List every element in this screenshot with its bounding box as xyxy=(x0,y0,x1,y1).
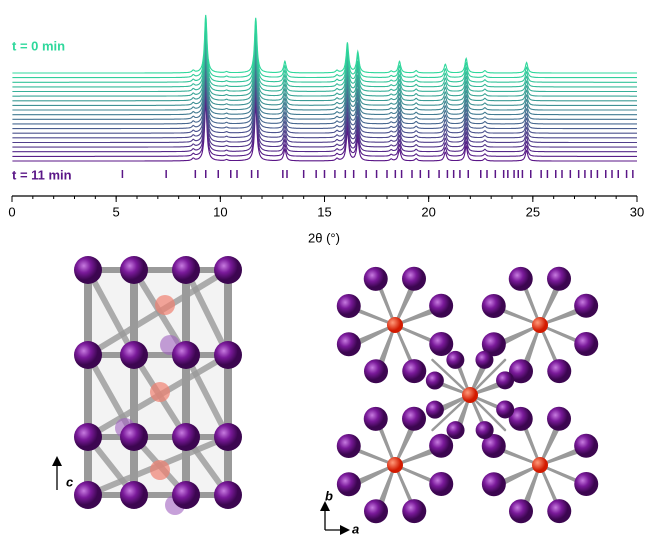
axis-c-label: c xyxy=(66,474,74,489)
atom xyxy=(402,267,426,291)
atom xyxy=(364,499,388,523)
atom xyxy=(150,382,170,402)
atom xyxy=(429,294,453,318)
trace xyxy=(12,24,637,82)
atom xyxy=(172,423,200,451)
atom xyxy=(74,341,102,369)
atom xyxy=(482,472,506,496)
atom xyxy=(574,294,598,318)
atom xyxy=(547,499,571,523)
trace xyxy=(12,38,637,96)
trace xyxy=(12,89,637,147)
atom xyxy=(475,351,493,369)
atom xyxy=(496,400,514,418)
atom xyxy=(532,457,548,473)
atom xyxy=(547,359,571,383)
atom xyxy=(337,434,361,458)
atom xyxy=(532,317,548,333)
atom xyxy=(402,499,426,523)
arrow-head xyxy=(340,525,350,535)
atom xyxy=(574,332,598,356)
axis-b-label: b xyxy=(325,488,333,503)
trace xyxy=(12,29,637,87)
trace xyxy=(12,71,637,129)
atom xyxy=(547,407,571,431)
x-tick-label: 10 xyxy=(213,204,227,219)
x-tick-label: 15 xyxy=(317,204,331,219)
atom xyxy=(496,371,514,389)
atom xyxy=(574,434,598,458)
atom xyxy=(364,359,388,383)
atom xyxy=(172,256,200,284)
atom xyxy=(402,359,426,383)
trace xyxy=(12,20,637,78)
x-tick-label: 25 xyxy=(526,204,540,219)
trace xyxy=(12,84,637,142)
atom xyxy=(387,317,403,333)
atom xyxy=(429,434,453,458)
atom xyxy=(387,457,403,473)
trace xyxy=(12,15,637,73)
atom xyxy=(462,387,478,403)
atom xyxy=(337,294,361,318)
atom xyxy=(509,499,533,523)
atom xyxy=(429,472,453,496)
x-axis-label: 2θ (°) xyxy=(308,230,340,245)
trace xyxy=(12,57,637,115)
atom xyxy=(120,256,148,284)
trace xyxy=(12,33,637,91)
atom xyxy=(429,332,453,356)
trace xyxy=(12,75,637,133)
atom xyxy=(172,481,200,509)
trace xyxy=(12,43,637,101)
atom xyxy=(74,423,102,451)
x-tick-label: 20 xyxy=(421,204,435,219)
atom xyxy=(337,332,361,356)
atom xyxy=(155,295,175,315)
atom xyxy=(120,341,148,369)
trace xyxy=(12,47,637,105)
atom xyxy=(446,351,464,369)
atom xyxy=(150,460,170,480)
atom xyxy=(74,481,102,509)
atom xyxy=(74,256,102,284)
x-tick-label: 30 xyxy=(630,204,644,219)
figure: t = 0 min t = 11 min 2θ (°) c b a 0 5 10 15… xyxy=(0,0,647,536)
trace xyxy=(12,98,637,156)
atom xyxy=(509,267,533,291)
atom xyxy=(214,423,242,451)
axis-a-label: a xyxy=(352,521,359,536)
atom xyxy=(120,423,148,451)
atom xyxy=(172,341,200,369)
atom xyxy=(337,472,361,496)
atom xyxy=(547,267,571,291)
atom xyxy=(364,267,388,291)
trace xyxy=(12,103,637,161)
bottom-label: t = 11 min xyxy=(12,167,72,182)
atom xyxy=(447,421,465,439)
x-tick-label: 0 xyxy=(8,204,15,219)
atom xyxy=(426,372,444,390)
atom xyxy=(426,401,444,419)
trace xyxy=(12,61,637,119)
atom xyxy=(214,481,242,509)
atom xyxy=(120,481,148,509)
atom xyxy=(214,341,242,369)
atom xyxy=(482,294,506,318)
atom xyxy=(574,472,598,496)
arrow-head xyxy=(52,456,62,466)
atom xyxy=(214,256,242,284)
atom xyxy=(364,407,388,431)
atom xyxy=(476,421,494,439)
x-tick-label: 5 xyxy=(113,204,120,219)
atom xyxy=(402,407,426,431)
top-label: t = 0 min xyxy=(12,38,65,53)
